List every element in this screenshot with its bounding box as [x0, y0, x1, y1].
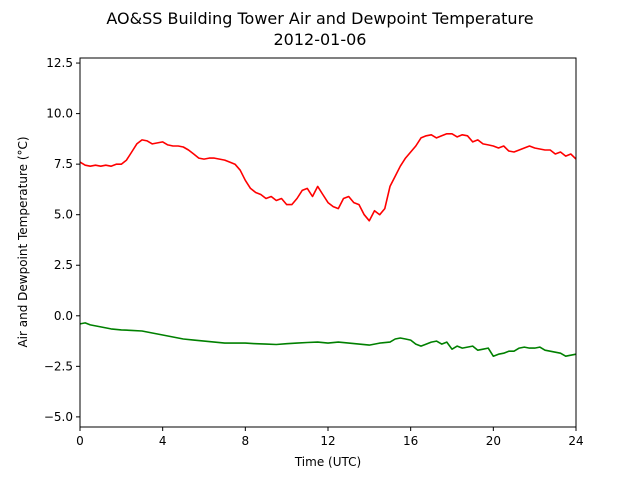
x-tick-label: 12	[320, 434, 335, 448]
plot-frame	[79, 57, 577, 428]
x-tick-label: 8	[242, 434, 250, 448]
y-axis-label: Air and Dewpoint Temperature (°C)	[16, 136, 30, 347]
chart-title: AO&SS Building Tower Air and Dewpoint Te…	[106, 9, 533, 28]
y-tick-label: −5.0	[44, 410, 73, 424]
chart-subtitle: 2012-01-06	[274, 30, 367, 49]
series-line-2	[79, 322, 577, 358]
x-tick-label: 24	[568, 434, 583, 448]
y-tick-label: 10.0	[46, 107, 73, 121]
y-tick-label: 7.5	[54, 157, 73, 171]
x-tick-label: 4	[159, 434, 167, 448]
ticks-layer: 0 4 8 12 16 20 24 −5.0 −2.5 0.0 2.5 5.0 7.5 10.0 12.5	[44, 56, 584, 448]
y-tick-label: 12.5	[46, 56, 73, 70]
series-layer	[79, 133, 577, 358]
y-tick-label: −2.5	[44, 359, 73, 373]
x-axis-label: Time (UTC)	[294, 455, 361, 469]
y-tick-label: 0.0	[54, 309, 73, 323]
x-tick-label: 16	[403, 434, 418, 448]
y-tick-label: 5.0	[54, 208, 73, 222]
x-tick-label: 20	[486, 434, 501, 448]
y-tick-label: 2.5	[54, 258, 73, 272]
x-tick-label: 0	[76, 434, 84, 448]
series-line-1	[79, 133, 577, 222]
